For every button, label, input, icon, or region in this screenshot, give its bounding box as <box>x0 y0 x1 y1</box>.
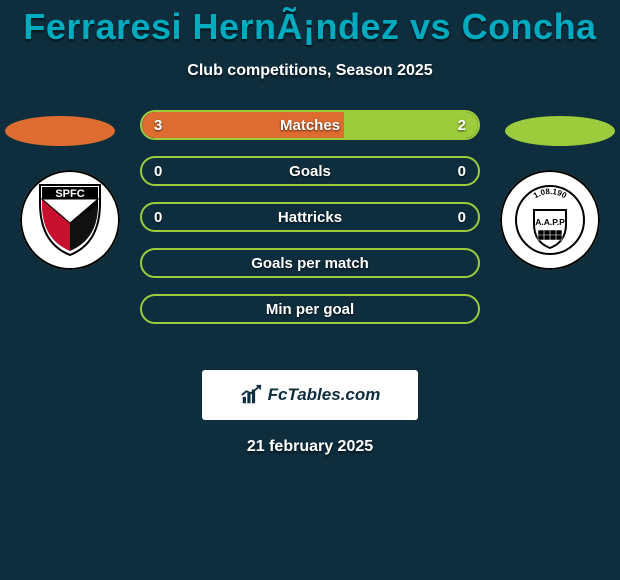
shield-icon: SPFC <box>38 183 102 257</box>
player-right-ellipse <box>505 116 615 146</box>
subtitle: Club competitions, Season 2025 <box>0 62 620 80</box>
team-right-badge: 1.08.190 A.A.P.P <box>500 170 600 270</box>
shield-icon: 1.08.190 A.A.P.P <box>514 184 586 256</box>
chart-icon <box>240 384 262 406</box>
svg-text:SPFC: SPFC <box>55 188 84 200</box>
sao-paulo-badge: SPFC <box>20 170 120 270</box>
stat-row: Goals per match <box>140 248 480 278</box>
comparison-stage: SPFC 1.08.190 <box>0 110 620 350</box>
stat-row: 00Hattricks <box>140 202 480 232</box>
stat-row: 32Matches <box>140 110 480 140</box>
stat-bars: 32Matches 00Goals 00Hattricks Goals per mat… <box>140 110 480 340</box>
stat-label: Min per goal <box>142 301 478 318</box>
team-left-badge: SPFC <box>20 170 120 270</box>
svg-text:A.A.P.P: A.A.P.P <box>535 217 565 227</box>
stat-label: Goals per match <box>142 255 478 272</box>
brand-box: FcTables.com <box>202 370 418 420</box>
brand-text: FcTables.com <box>268 385 381 405</box>
date-text: 21 february 2025 <box>0 438 620 456</box>
stat-label: Goals <box>142 163 478 180</box>
ponte-preta-badge: 1.08.190 A.A.P.P <box>500 170 600 270</box>
stat-row: Min per goal <box>140 294 480 324</box>
player-left-ellipse <box>5 116 115 146</box>
stat-label: Matches <box>142 117 478 134</box>
stat-row: 00Goals <box>140 156 480 186</box>
stat-label: Hattricks <box>142 209 478 226</box>
page-title: Ferraresi HernÃ¡ndez vs Concha <box>0 0 620 48</box>
